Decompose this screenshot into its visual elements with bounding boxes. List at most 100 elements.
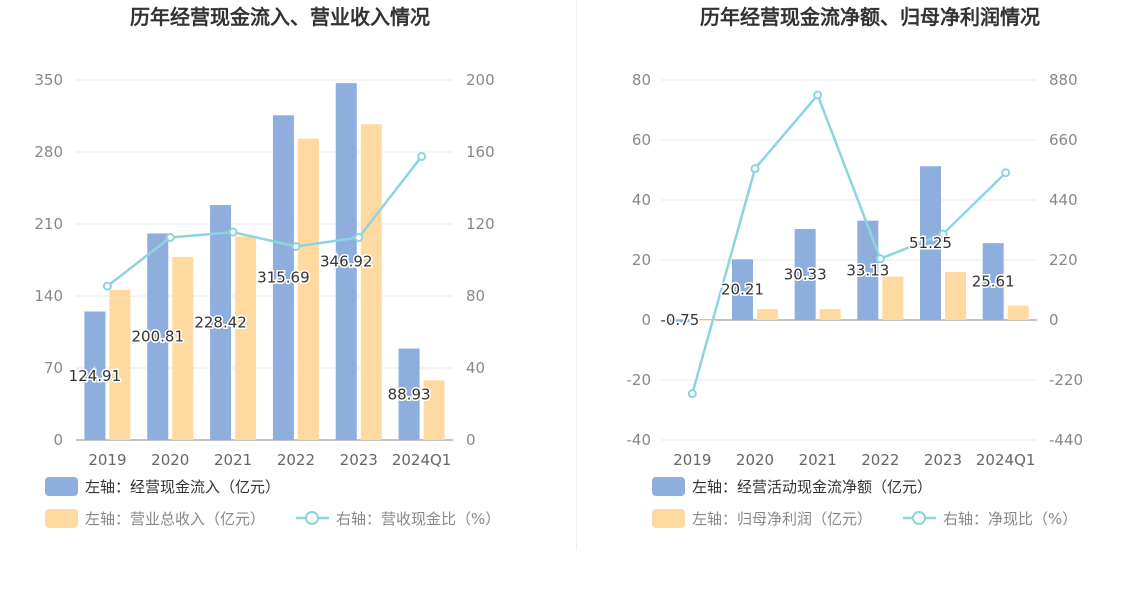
bar-primary bbox=[982, 243, 1004, 320]
data-label: 25.61 bbox=[972, 273, 1015, 291]
category-label: 2020 bbox=[151, 451, 189, 469]
data-label: 200.81 bbox=[132, 328, 185, 346]
right-axis-tick-label: 40 bbox=[466, 359, 485, 377]
left-axis-tick-label: 140 bbox=[34, 287, 63, 305]
legend-label: 左轴：经营活动现金流净额（亿元） bbox=[692, 478, 932, 496]
ratio-point bbox=[417, 152, 427, 161]
right-axis-tick-label: 880 bbox=[1049, 71, 1078, 89]
left-axis-tick-label: 70 bbox=[44, 359, 63, 377]
left-axis-tick-label: 210 bbox=[34, 215, 63, 233]
chart-panel-2: 历年经营现金流净额、归母净利润情况 -40 -20 0 20 40 60 80 -440 -220… bbox=[627, 5, 1083, 528]
left-axis-tick-label: 80 bbox=[632, 71, 651, 89]
right-axis-tick-label: 440 bbox=[1049, 191, 1078, 209]
right-axis-tick-label: 0 bbox=[1049, 311, 1059, 329]
bar-secondary bbox=[1007, 305, 1029, 320]
left-axis-tick-label: 0 bbox=[641, 311, 651, 329]
bar-secondary bbox=[172, 256, 194, 440]
bar-primary bbox=[857, 220, 879, 320]
bar-secondary bbox=[819, 309, 841, 320]
left-axis-tick-label: 40 bbox=[632, 191, 651, 209]
legend-label: 左轴：营业总收入（亿元） bbox=[85, 510, 265, 528]
bar-secondary bbox=[694, 320, 716, 321]
bar-secondary bbox=[757, 309, 778, 320]
right-axis-tick-label: 120 bbox=[466, 215, 495, 233]
left-axis-tick-label: -20 bbox=[627, 371, 652, 389]
ratio-line bbox=[106, 155, 423, 288]
chart-title: 历年经营现金流入、营业收入情况 bbox=[130, 5, 430, 29]
legend-label: 左轴：归母净利润（亿元） bbox=[692, 510, 872, 528]
bar-secondary bbox=[297, 138, 319, 440]
legend-swatch bbox=[652, 509, 685, 528]
bar-secondary bbox=[360, 124, 382, 440]
legend-label: 左轴：经营现金流入（亿元） bbox=[85, 478, 280, 496]
legend-label: 右轴：营收现金比（%） bbox=[336, 510, 500, 528]
bar-primary bbox=[335, 83, 357, 440]
chart-panel-1: 历年经营现金流入、营业收入情况 0 70 140 210 280 350 0 40 80 120 16… bbox=[34, 5, 500, 528]
chart-title: 历年经营现金流净额、归母净利润情况 bbox=[700, 5, 1040, 29]
left-axis-tick-label: 280 bbox=[34, 143, 63, 161]
data-label: 346.92 bbox=[320, 253, 373, 271]
data-label: 315.69 bbox=[257, 269, 310, 287]
data-label: 30.33 bbox=[784, 266, 827, 284]
data-label: 88.93 bbox=[388, 385, 431, 403]
bar-primary bbox=[84, 311, 106, 440]
ratio-point bbox=[354, 233, 364, 242]
data-label: -0.75 bbox=[660, 311, 699, 329]
left-axis-tick-label: 350 bbox=[34, 71, 63, 89]
right-axis-tick-label: -440 bbox=[1049, 431, 1083, 449]
ratio-point bbox=[228, 227, 238, 237]
legend-swatch bbox=[652, 477, 685, 496]
ratio-point bbox=[687, 389, 697, 399]
data-label: 228.42 bbox=[194, 314, 247, 332]
legend-label: 右轴：净现比（%） bbox=[943, 510, 1077, 528]
bar-secondary bbox=[109, 289, 131, 440]
bar-primary bbox=[147, 233, 169, 440]
category-label: 2024Q1 bbox=[392, 451, 452, 469]
ratio-point bbox=[813, 90, 823, 100]
ratio-point bbox=[165, 233, 175, 242]
left-axis-tick-label: 20 bbox=[632, 251, 651, 269]
category-label: 2019 bbox=[673, 451, 711, 469]
panel-divider bbox=[576, 0, 577, 550]
data-label: 33.13 bbox=[846, 261, 889, 279]
ratio-point bbox=[291, 242, 301, 251]
bar-primary bbox=[272, 115, 294, 440]
category-label: 2021 bbox=[214, 451, 252, 469]
bar-secondary bbox=[423, 380, 445, 440]
bar-primary bbox=[669, 320, 691, 323]
bar-primary bbox=[920, 166, 941, 320]
data-label: 51.25 bbox=[909, 234, 952, 252]
category-label: 2023 bbox=[924, 451, 962, 469]
ratio-point bbox=[1001, 168, 1011, 178]
category-label: 2022 bbox=[861, 451, 899, 469]
data-label: 124.91 bbox=[69, 367, 122, 385]
category-label: 2021 bbox=[799, 451, 837, 469]
bar-primary bbox=[210, 205, 232, 440]
ratio-point bbox=[875, 254, 885, 264]
legend-swatch bbox=[45, 509, 78, 528]
right-axis-tick-label: -220 bbox=[1049, 371, 1083, 389]
bar-secondary bbox=[882, 276, 904, 320]
bar-primary bbox=[398, 348, 420, 440]
left-axis-tick-label: 0 bbox=[53, 431, 63, 449]
bar-primary bbox=[732, 259, 753, 320]
legend-line-marker bbox=[912, 511, 926, 525]
bar-secondary bbox=[235, 236, 257, 440]
ratio-line bbox=[691, 92, 1007, 394]
bar-primary bbox=[794, 229, 816, 320]
legend-line-marker bbox=[305, 511, 319, 525]
right-axis-tick-label: 220 bbox=[1049, 251, 1078, 269]
legend-swatch bbox=[45, 477, 78, 496]
category-label: 2023 bbox=[340, 451, 378, 469]
category-label: 2022 bbox=[277, 451, 315, 469]
left-axis-tick-label: -40 bbox=[627, 431, 652, 449]
left-axis-tick-label: 60 bbox=[632, 131, 651, 149]
right-axis-tick-label: 0 bbox=[466, 431, 476, 449]
ratio-point bbox=[938, 229, 948, 239]
right-axis-tick-label: 80 bbox=[466, 287, 485, 305]
bar-secondary bbox=[945, 272, 966, 320]
ratio-point bbox=[102, 281, 112, 291]
ratio-point bbox=[750, 164, 760, 174]
category-label: 2024Q1 bbox=[976, 451, 1036, 469]
